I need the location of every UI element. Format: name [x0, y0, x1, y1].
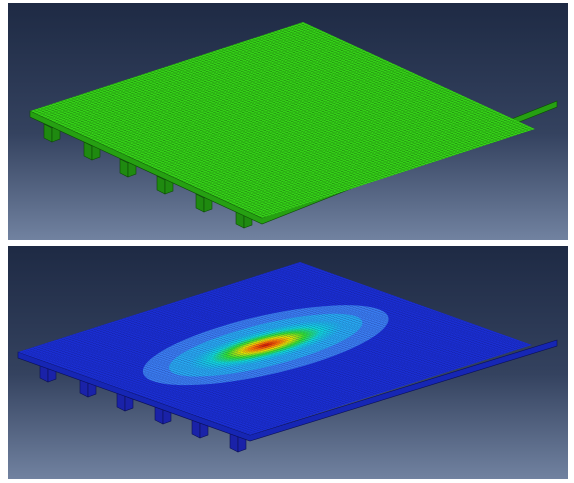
viewport-screenshot — [0, 0, 574, 483]
